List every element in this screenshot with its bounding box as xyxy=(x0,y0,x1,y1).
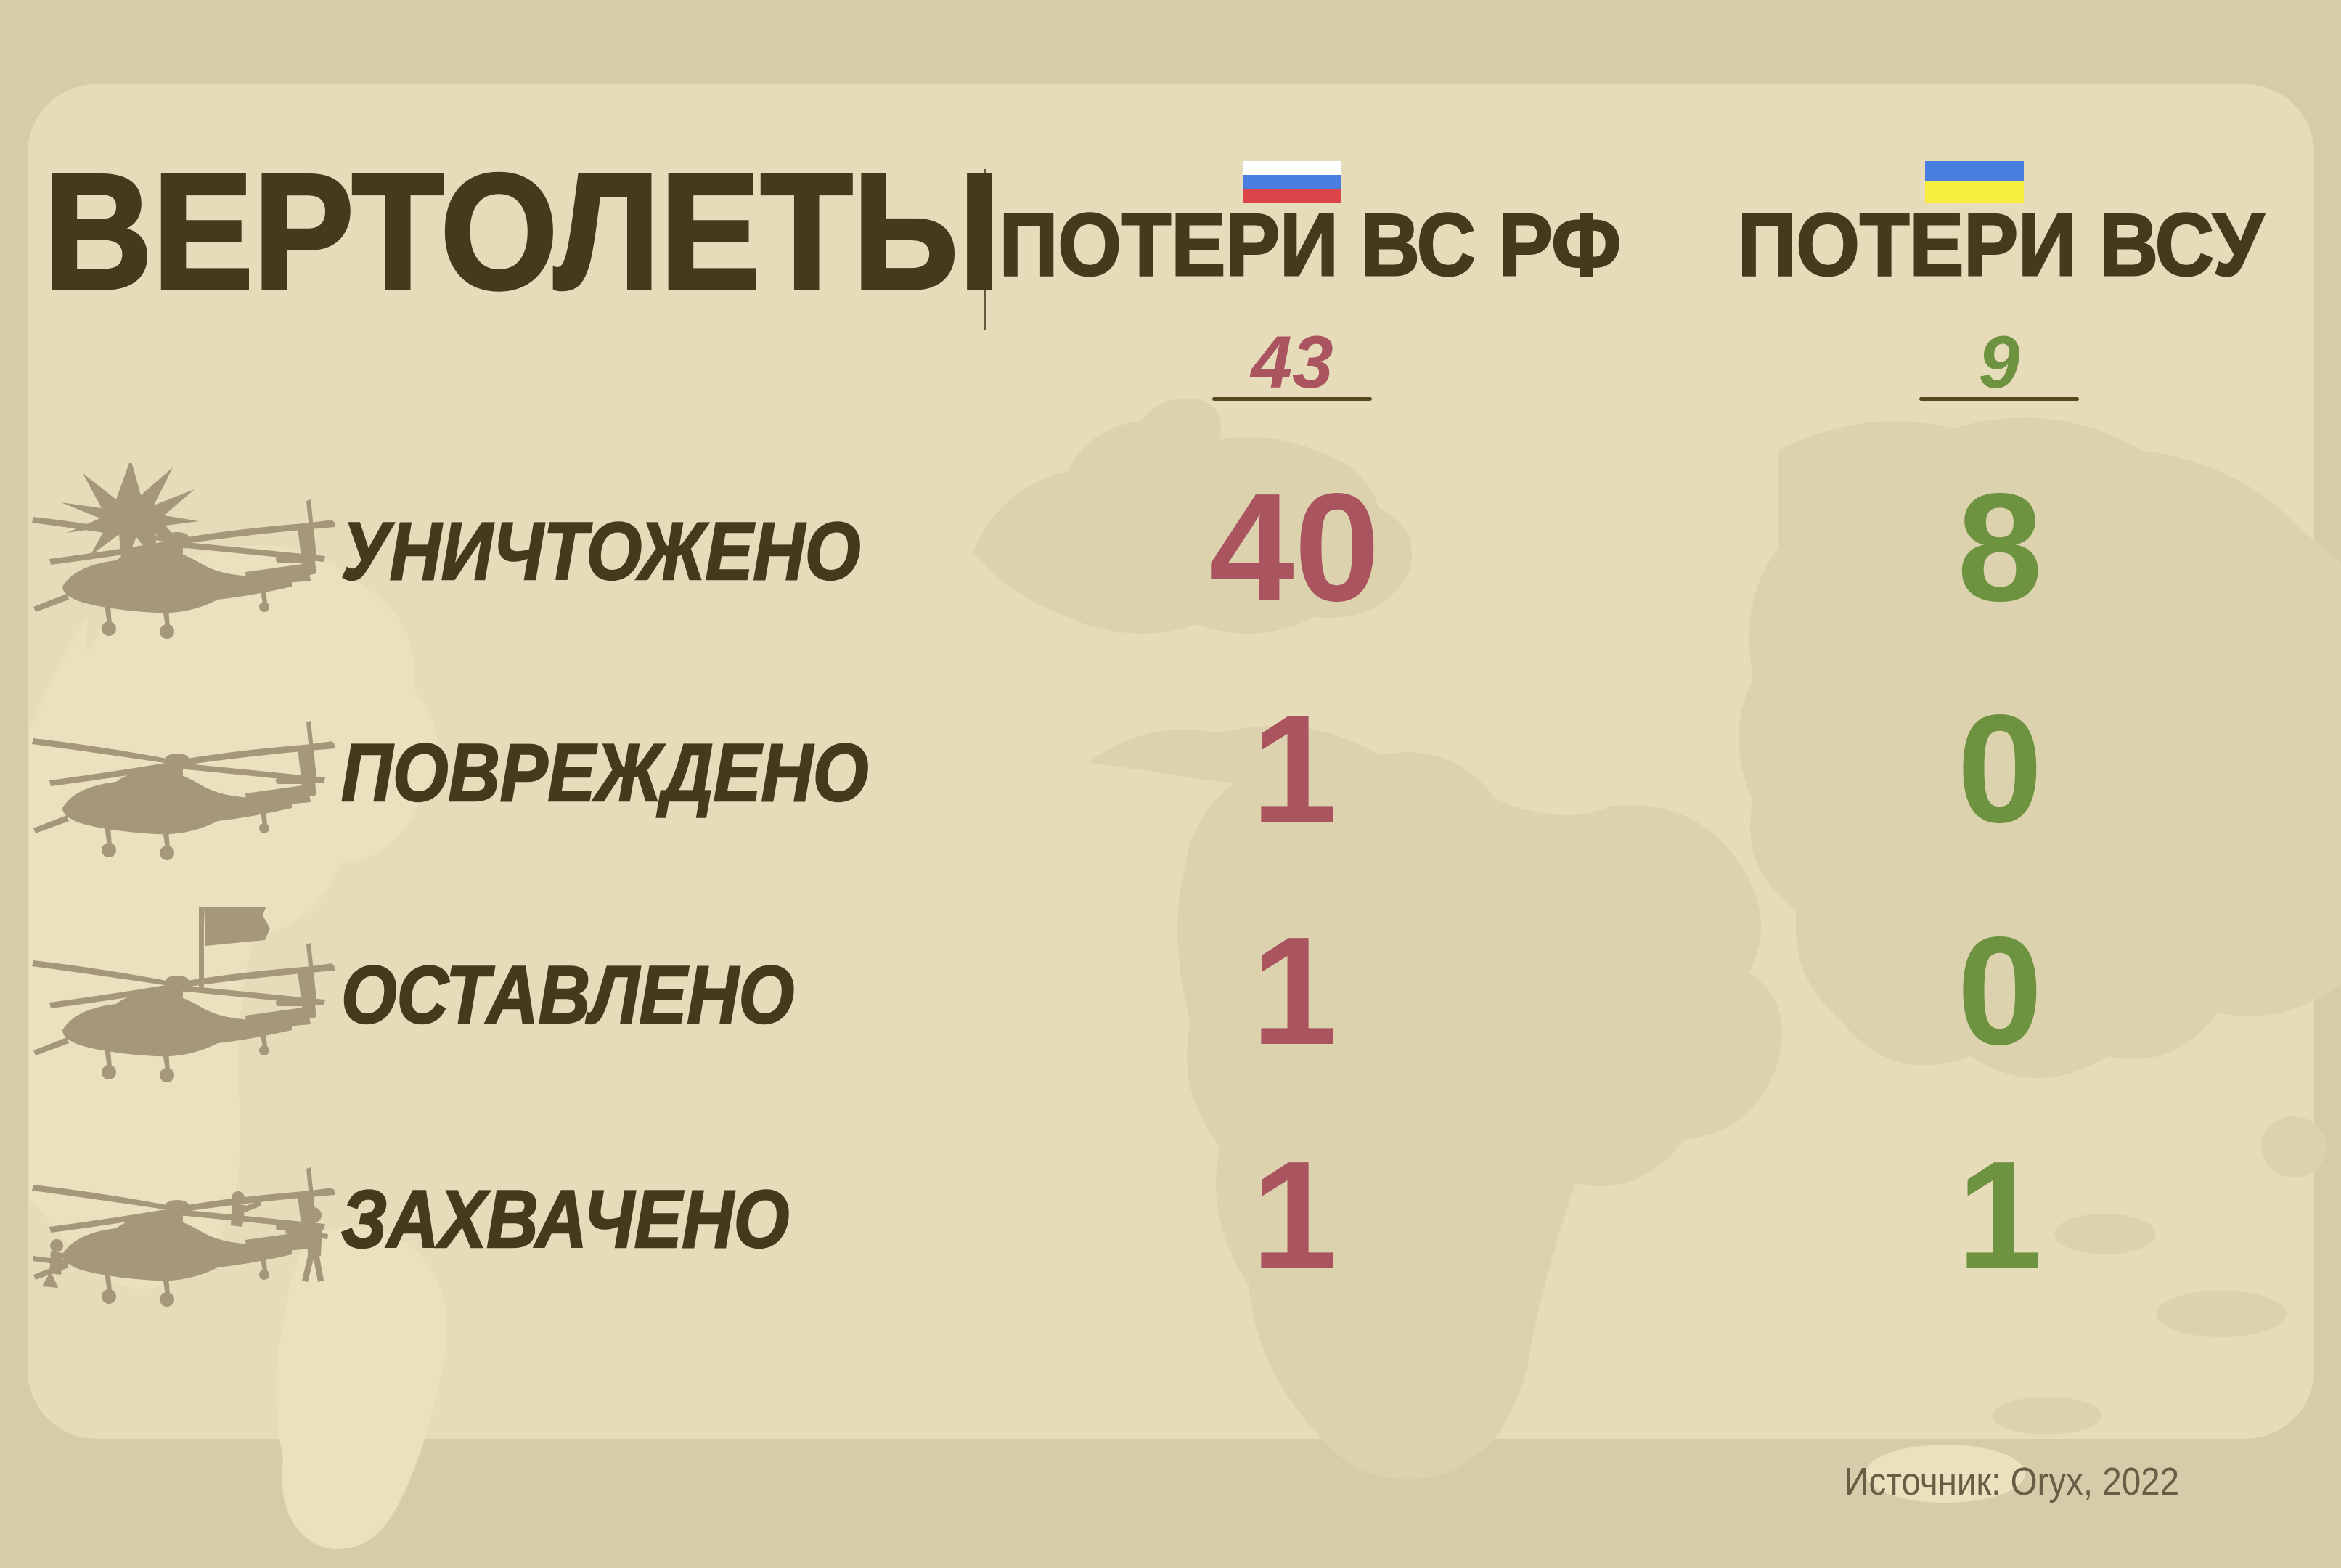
ukraine-flag-blue-stripe xyxy=(1925,161,2024,181)
russia-flag-blue-stripe xyxy=(1243,175,1341,189)
total-losses-russia: 43 xyxy=(1251,321,1333,404)
value-captured-ukraine: 1 xyxy=(1957,1129,2043,1301)
value-captured-russia: 1 xyxy=(1251,1129,1337,1301)
russia-flag-white-stripe xyxy=(1243,161,1341,175)
row-label-destroyed: УНИЧТОЖЕНО xyxy=(340,506,862,597)
value-abandoned-russia: 1 xyxy=(1251,905,1337,1077)
abandoned-helicopter-icon xyxy=(20,907,340,1095)
damaged-helicopter-icon xyxy=(20,685,340,873)
row-label-captured: ЗАХВАЧЕНО xyxy=(340,1174,790,1265)
total-underline-russia xyxy=(1212,397,1372,401)
value-abandoned-ukraine: 0 xyxy=(1957,905,2043,1077)
total-underline-ukraine xyxy=(1919,397,2079,401)
row-label-abandoned: ОСТАВЛЕНО xyxy=(340,950,795,1040)
title-divider xyxy=(984,169,986,330)
captured-helicopter-icon xyxy=(20,1131,340,1320)
row-label-damaged: ПОВРЕЖДЕНО xyxy=(340,727,870,818)
value-destroyed-russia: 40 xyxy=(1209,461,1380,633)
source-credit: Источник: Oryx, 2022 xyxy=(1844,1460,2179,1503)
value-damaged-russia: 1 xyxy=(1251,682,1337,854)
ukraine-flag-yellow-stripe xyxy=(1925,181,2024,203)
destroyed-helicopter-icon xyxy=(20,463,340,652)
ukraine-flag-icon xyxy=(1925,161,2024,203)
russia-flag-red-stripe xyxy=(1243,189,1341,203)
column-header-ukraine: ПОТЕРИ ВСУ xyxy=(1736,195,2264,294)
value-destroyed-ukraine: 8 xyxy=(1957,461,2043,633)
russia-flag-icon xyxy=(1243,161,1341,203)
value-damaged-ukraine: 0 xyxy=(1957,682,2043,854)
column-header-russia: ПОТЕРИ ВС РФ xyxy=(998,195,1622,294)
total-losses-ukraine: 9 xyxy=(1978,321,2020,404)
page-title: ВЕРТОЛЕТЫ xyxy=(42,139,1002,323)
